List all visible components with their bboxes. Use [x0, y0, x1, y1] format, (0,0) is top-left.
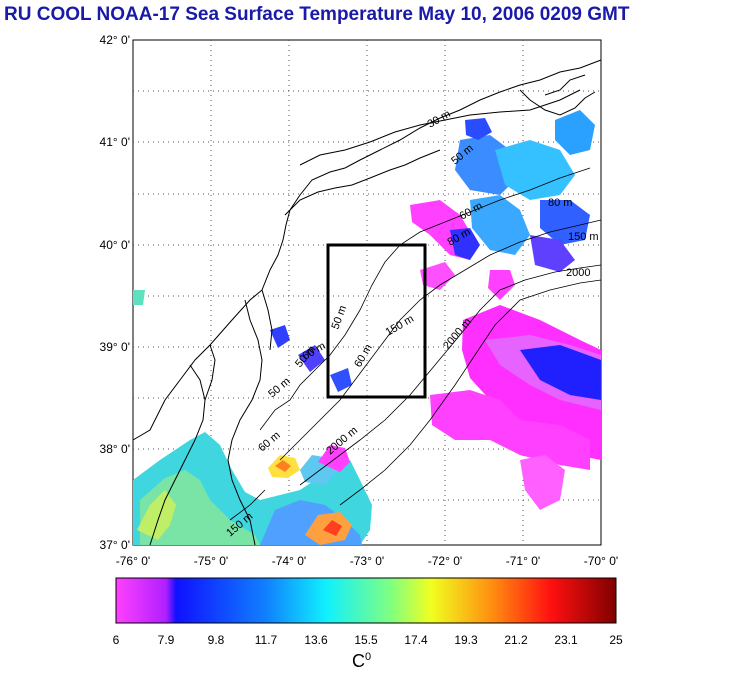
- colorbar-tick: 25: [609, 633, 623, 647]
- lat-tick: 42° 0': [100, 33, 130, 47]
- study-area-box: [326, 243, 427, 399]
- contour-label: 80 m: [548, 197, 572, 209]
- lat-tick: 40° 0': [100, 238, 130, 252]
- lat-tick: 37° 0': [100, 538, 130, 552]
- unit-symbol: C: [352, 651, 365, 671]
- lon-tick: -73° 0': [350, 554, 384, 568]
- lon-tick: -75° 0': [194, 554, 228, 568]
- unit-superscript: 0: [365, 651, 372, 663]
- lat-tick: 39° 0': [100, 340, 130, 354]
- lon-tick: -76° 0': [116, 554, 150, 568]
- coastline: [132, 59, 602, 546]
- colorbar-tick: 21.2: [504, 633, 528, 647]
- colorbar-ticks: 6 7.9 9.8 11.7 13.6 15.5 17.4 19.3 21.2 …: [113, 633, 623, 647]
- colorbar-tick: 19.3: [454, 633, 478, 647]
- lon-tick: -71° 0': [506, 554, 540, 568]
- contour-label: 2000: [566, 267, 590, 279]
- colorbar-tick: 6: [113, 633, 120, 647]
- colorbar-tick: 11.7: [255, 633, 278, 647]
- lat-tick: 41° 0': [100, 135, 130, 149]
- colorbar-tick: 17.4: [404, 633, 428, 647]
- colorbar-tick: 23.1: [554, 633, 578, 647]
- lat-axis: 42° 0' 41° 0' 40° 0' 39° 0' 38° 0' 37° 0…: [100, 33, 130, 552]
- colorbar-tick: 13.6: [304, 633, 328, 647]
- colorbar-tick: 15.5: [354, 633, 378, 647]
- colorbar: [115, 577, 617, 624]
- contour-label: 150 m: [568, 231, 599, 243]
- colorbar-tick: 7.9: [158, 633, 175, 647]
- lon-tick: -70° 0': [584, 554, 618, 568]
- lat-tick: 38° 0': [100, 442, 130, 456]
- isobaths: [229, 167, 602, 521]
- lon-tick: -72° 0': [428, 554, 462, 568]
- lon-tick: -74° 0': [272, 554, 306, 568]
- map-title: RU COOL NOAA-17 Sea Surface Temperature …: [4, 4, 630, 25]
- colorbar-tick: 9.8: [208, 633, 225, 647]
- colorbar-unit: C0: [352, 651, 371, 672]
- lon-axis: -76° 0' -75° 0' -74° 0' -73° 0' -72° 0' …: [116, 554, 618, 568]
